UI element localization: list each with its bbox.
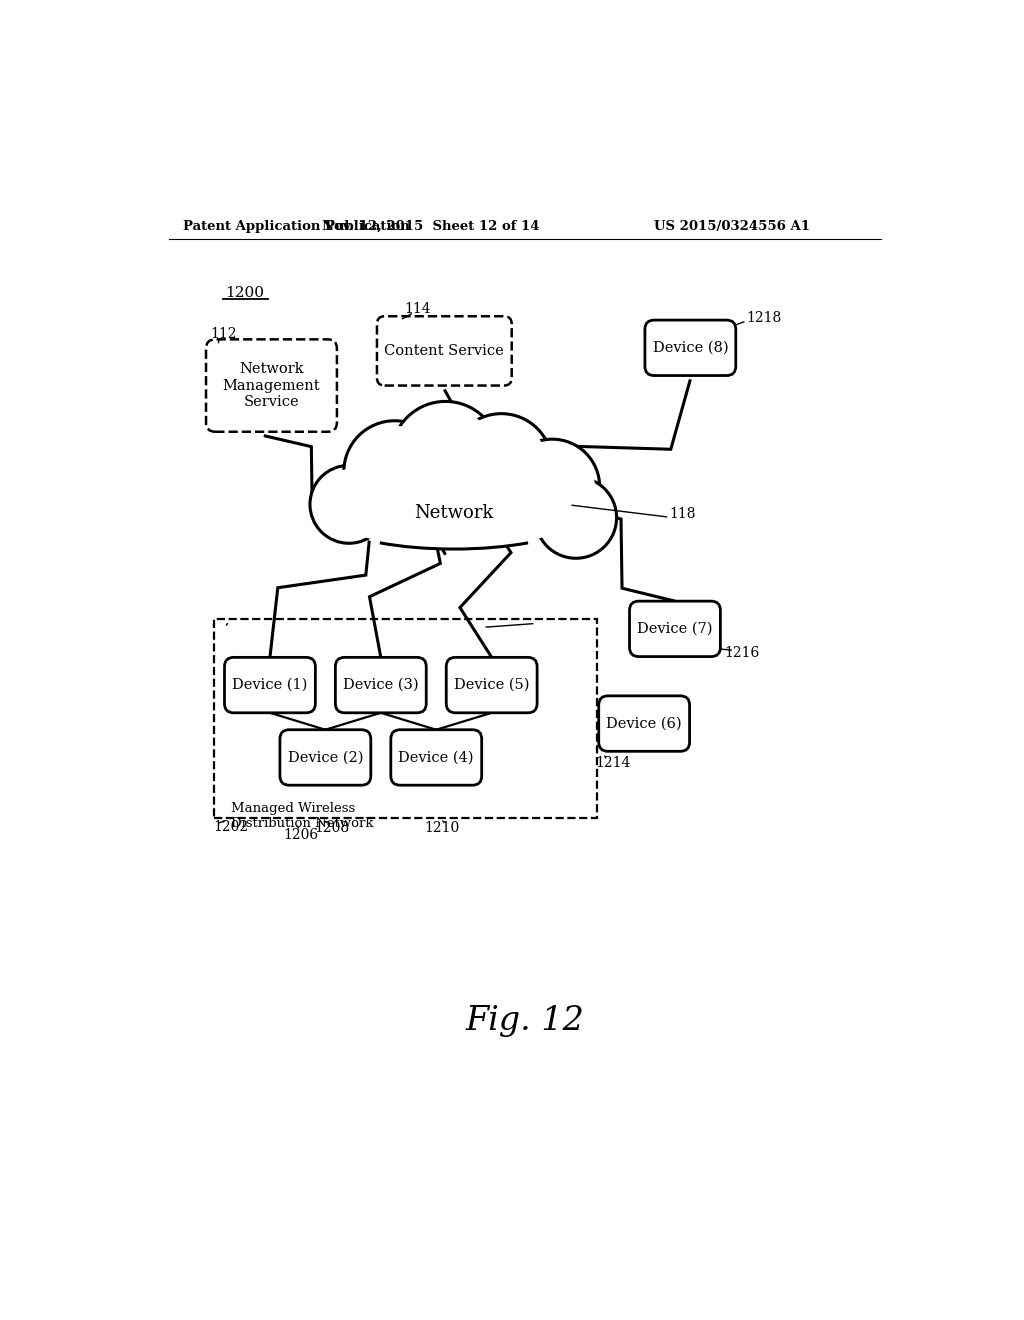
Text: Device (8): Device (8)	[652, 341, 728, 355]
Circle shape	[391, 401, 500, 510]
Circle shape	[536, 477, 616, 558]
Circle shape	[310, 466, 388, 544]
Circle shape	[505, 440, 600, 535]
Text: Managed Wireless
Distribution Network: Managed Wireless Distribution Network	[230, 803, 373, 830]
Text: Nov. 12, 2015  Sheet 12 of 14: Nov. 12, 2015 Sheet 12 of 14	[323, 219, 540, 232]
FancyBboxPatch shape	[224, 657, 315, 713]
Circle shape	[344, 421, 445, 523]
FancyBboxPatch shape	[446, 657, 538, 713]
Text: 1216: 1216	[724, 645, 760, 660]
FancyBboxPatch shape	[645, 321, 736, 376]
Ellipse shape	[327, 483, 581, 549]
Text: Device (2): Device (2)	[288, 751, 364, 764]
Circle shape	[451, 413, 552, 515]
FancyBboxPatch shape	[599, 696, 689, 751]
Text: 1208: 1208	[313, 821, 349, 834]
Circle shape	[396, 407, 495, 504]
Text: 112: 112	[211, 327, 238, 341]
Circle shape	[344, 421, 445, 523]
Text: 114: 114	[403, 301, 430, 315]
Text: US 2015/0324556 A1: US 2015/0324556 A1	[654, 219, 810, 232]
FancyBboxPatch shape	[630, 601, 720, 656]
Text: 118: 118	[670, 507, 696, 521]
Text: 1200: 1200	[225, 286, 264, 300]
FancyBboxPatch shape	[377, 317, 512, 385]
Circle shape	[451, 413, 552, 515]
FancyBboxPatch shape	[206, 339, 337, 432]
Text: Device (7): Device (7)	[637, 622, 713, 636]
Text: Device (3): Device (3)	[343, 678, 419, 692]
Circle shape	[540, 480, 612, 554]
Text: 1210: 1210	[425, 821, 460, 834]
Text: Device (1): Device (1)	[232, 678, 307, 692]
Text: 1218: 1218	[746, 310, 781, 325]
Text: 1202: 1202	[214, 820, 249, 834]
Text: 1214: 1214	[595, 756, 630, 770]
Text: Device (4): Device (4)	[398, 751, 474, 764]
Circle shape	[349, 426, 440, 517]
FancyBboxPatch shape	[391, 730, 481, 785]
Text: Content Service: Content Service	[384, 345, 504, 358]
Circle shape	[510, 444, 595, 529]
Circle shape	[456, 418, 547, 511]
Circle shape	[536, 477, 616, 558]
Bar	[214, 619, 597, 817]
Circle shape	[505, 440, 600, 535]
Text: Patent Application Publication: Patent Application Publication	[183, 219, 410, 232]
Text: Network
Management
Service: Network Management Service	[222, 363, 321, 409]
FancyBboxPatch shape	[336, 657, 426, 713]
Text: Device (5): Device (5)	[454, 678, 529, 692]
FancyBboxPatch shape	[280, 730, 371, 785]
Text: 1212: 1212	[477, 623, 512, 638]
Circle shape	[310, 466, 388, 544]
Ellipse shape	[334, 484, 574, 548]
Circle shape	[314, 469, 384, 540]
Circle shape	[391, 401, 500, 510]
Text: Fig. 12: Fig. 12	[465, 1005, 585, 1036]
Text: 1206: 1206	[283, 828, 318, 842]
Text: Network: Network	[415, 504, 494, 521]
Text: Device (6): Device (6)	[606, 717, 682, 730]
Text: 1204: 1204	[211, 623, 246, 638]
